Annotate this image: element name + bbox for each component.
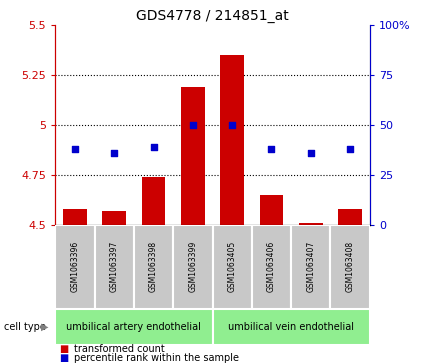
Bar: [181, 87, 204, 225]
Point: [71, 146, 78, 152]
Title: GDS4778 / 214851_at: GDS4778 / 214851_at: [136, 9, 289, 23]
Point: [190, 122, 196, 128]
Bar: [142, 177, 165, 225]
Text: ■: ■: [60, 344, 69, 354]
Bar: [299, 223, 323, 225]
Text: GSM1063396: GSM1063396: [71, 241, 79, 293]
Bar: [220, 55, 244, 225]
Text: umbilical artery endothelial: umbilical artery endothelial: [66, 322, 201, 332]
Text: GSM1063408: GSM1063408: [346, 241, 354, 292]
Text: GSM1063407: GSM1063407: [306, 241, 315, 293]
Point: [229, 122, 235, 128]
Text: GSM1063405: GSM1063405: [228, 241, 237, 293]
Point: [347, 146, 354, 152]
Point: [307, 150, 314, 156]
Text: cell type: cell type: [4, 322, 46, 332]
Text: ▶: ▶: [41, 322, 48, 332]
Bar: [55, 309, 212, 345]
Text: percentile rank within the sample: percentile rank within the sample: [74, 352, 239, 363]
Text: GSM1063398: GSM1063398: [149, 241, 158, 292]
Bar: [94, 225, 134, 309]
Text: GSM1063406: GSM1063406: [267, 241, 276, 293]
Bar: [55, 225, 94, 309]
Text: umbilical vein endothelial: umbilical vein endothelial: [228, 322, 354, 332]
Text: GSM1063397: GSM1063397: [110, 241, 119, 293]
Bar: [134, 225, 173, 309]
Text: transformed count: transformed count: [74, 344, 165, 354]
Bar: [102, 211, 126, 225]
Point: [150, 144, 157, 150]
Bar: [260, 195, 283, 225]
Point: [268, 146, 275, 152]
Point: [111, 150, 118, 156]
Bar: [331, 225, 370, 309]
Bar: [338, 209, 362, 225]
Bar: [252, 225, 291, 309]
Text: GSM1063399: GSM1063399: [188, 241, 197, 293]
Bar: [173, 225, 212, 309]
Text: ■: ■: [60, 352, 69, 363]
Bar: [291, 225, 331, 309]
Bar: [212, 309, 370, 345]
Bar: [212, 225, 252, 309]
Bar: [63, 209, 87, 225]
